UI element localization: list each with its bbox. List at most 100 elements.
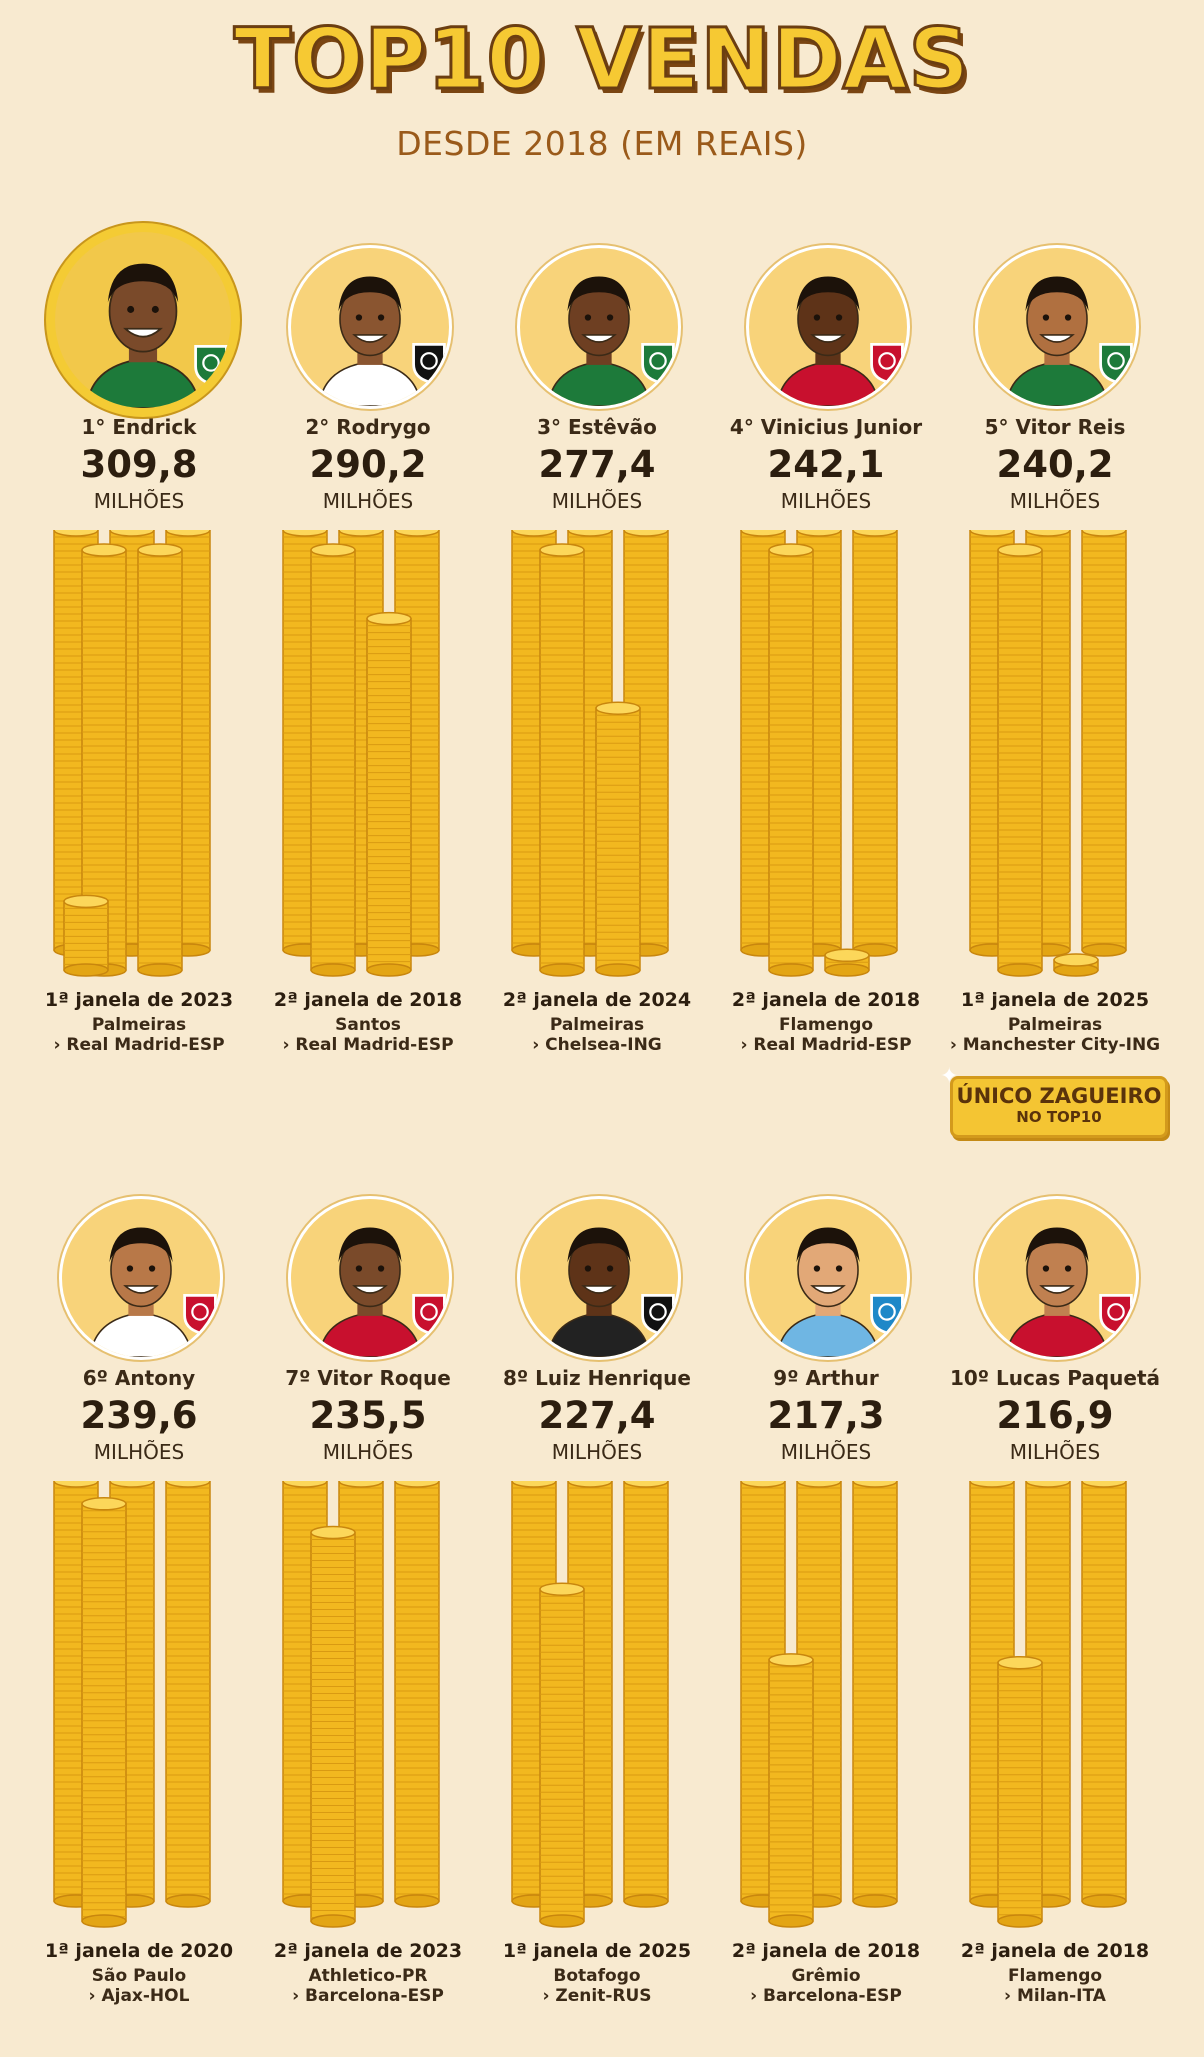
unit-label: MILHÕES [1009,489,1101,513]
coin-stack [394,1481,440,1908]
coin-stack [768,1653,814,1928]
transfer-window: 1ª janela de 2025 [960,989,1150,1011]
sale-value: 239,6 [80,1394,198,1437]
page-subtitle: DESDE 2018 (EM REAIS) [396,124,808,163]
unit-label: MILHÕES [1009,1440,1101,1464]
player-card: 3° Estêvão 277,4 MILHÕES 2ª janela de 2024 P… [482,245,712,1065]
coin-stack [539,1582,585,1928]
player-portrait-icon [85,263,201,408]
player-card: 8º Luiz Henrique 227,4 MILHÕES 1ª janela de… [482,1196,712,2016]
player-card: 6º Antony 239,6 MILHÕES 1ª janela de 2020 Sã… [24,1196,254,2016]
sao-paulo-crest-icon [183,1294,217,1335]
coin-stack [310,543,356,977]
buying-club: › Barcelona-ESP [292,1986,444,2006]
sale-value: 309,8 [80,443,198,486]
coin-stacks [53,530,211,977]
transfer-window: 2ª janela de 2018 [960,1940,1150,1962]
coin-stack [310,1525,356,1928]
unit-label: MILHÕES [551,1440,643,1464]
palmeiras-crest-icon [641,343,675,384]
unit-label: MILHÕES [551,489,643,513]
player-card: 4° Vinicius Junior 242,1 MILHÕES 2ª janela … [711,245,941,1065]
sale-value: 217,3 [767,1394,885,1437]
coin-stack [1081,1481,1127,1908]
coin-stack [539,543,585,977]
coin-stack [165,1481,211,1908]
selling-club: Palmeiras [1007,1015,1103,1035]
buying-club: › Chelsea-ING [532,1035,662,1055]
coin-stack [997,1655,1043,1928]
player-portrait-icon [318,1227,422,1357]
player-rank-name: 5° Vitor Reis [984,415,1126,439]
buying-club: › Zenit-RUS [542,1986,652,2006]
player-avatar [46,223,240,417]
selling-club: Flamengo [778,1015,874,1035]
sale-value: 242,1 [767,443,885,486]
coin-stacks [740,530,898,977]
athletico-crest-icon [412,1294,446,1335]
palmeiras-crest-icon [194,345,228,386]
player-avatar [746,1196,910,1360]
unit-label: MILHÕES [322,1440,414,1464]
selling-club: Flamengo [1007,1966,1103,1986]
player-portrait-icon [776,1227,880,1357]
player-rank-name: 4° Vinicius Junior [729,415,923,439]
player-card: 10º Lucas Paquetá 216,9 MILHÕES 2ª janela d… [940,1196,1170,2016]
player-card: 9º Arthur 217,3 MILHÕES 2ª janela de 2018 Gr… [711,1196,941,2016]
player-avatar [975,245,1139,409]
only-defender-badge: ÚNICO ZAGUEIRO NO TOP10 [950,1076,1168,1138]
coin-stacks [511,1481,669,1928]
coin-stacks [740,1481,898,1928]
transfer-window: 2ª janela de 2018 [273,989,463,1011]
transfer-window: 2ª janela de 2018 [731,989,921,1011]
coin-stack [81,1497,127,1928]
player-portrait-icon [776,276,880,406]
coin-stacks [969,530,1127,977]
player-portrait-icon [1005,1227,1109,1357]
player-rank-name: 9º Arthur [773,1366,879,1390]
player-avatar [517,245,681,409]
player-rank-name: 2° Rodrygo [305,415,431,439]
player-portrait-icon [89,1227,193,1357]
player-avatar [288,1196,452,1360]
transfer-window: 2ª janela de 2023 [273,1940,463,1962]
sale-value: 227,4 [538,1394,656,1437]
player-rank-name: 3° Estêvão [537,415,657,439]
player-rank-name: 8º Luiz Henrique [503,1366,691,1390]
coin-stacks [282,1481,440,1928]
buying-club: › Real Madrid-ESP [282,1035,454,1055]
coin-stack [1053,953,1099,977]
unit-label: MILHÕES [780,1440,872,1464]
coin-stack [824,948,870,977]
coin-stack [595,701,641,977]
coin-stack [623,1481,669,1908]
player-portrait-icon [547,1227,651,1357]
transfer-window: 1ª janela de 2025 [502,1940,692,1962]
botafogo-crest-icon [641,1294,675,1335]
player-rank-name: 10º Lucas Paquetá [949,1366,1161,1390]
coin-stacks [969,1481,1127,1928]
sale-value: 290,2 [309,443,427,486]
coin-stack [137,543,183,977]
selling-club: Grêmio [791,1966,861,1986]
flamengo-crest-icon [1099,1294,1133,1335]
coin-stack [768,543,814,977]
player-avatar [746,245,910,409]
unit-label: MILHÕES [322,489,414,513]
selling-club: Palmeiras [91,1015,187,1035]
coin-stacks [511,530,669,977]
buying-club: › Manchester City-ING [949,1035,1161,1055]
transfer-window: 2ª janela de 2018 [731,1940,921,1962]
buying-club: › Barcelona-ESP [750,1986,902,2006]
player-card: 5° Vitor Reis 240,2 MILHÕES 1ª janela de 20… [940,245,1170,1065]
selling-club: São Paulo [91,1966,187,1986]
note-line-1: ÚNICO ZAGUEIRO [956,1084,1162,1108]
sparkle-icon: ✦ [940,1064,959,1089]
unit-label: MILHÕES [93,1440,185,1464]
selling-club: Botafogo [553,1966,641,1986]
player-rank-name: 7º Vitor Roque [285,1366,451,1390]
buying-club: › Milan-ITA [1004,1986,1106,2006]
unit-label: MILHÕES [93,489,185,513]
player-card: 2° Rodrygo 290,2 MILHÕES 2ª janela de 2018 S… [253,245,483,1065]
player-avatar [288,245,452,409]
